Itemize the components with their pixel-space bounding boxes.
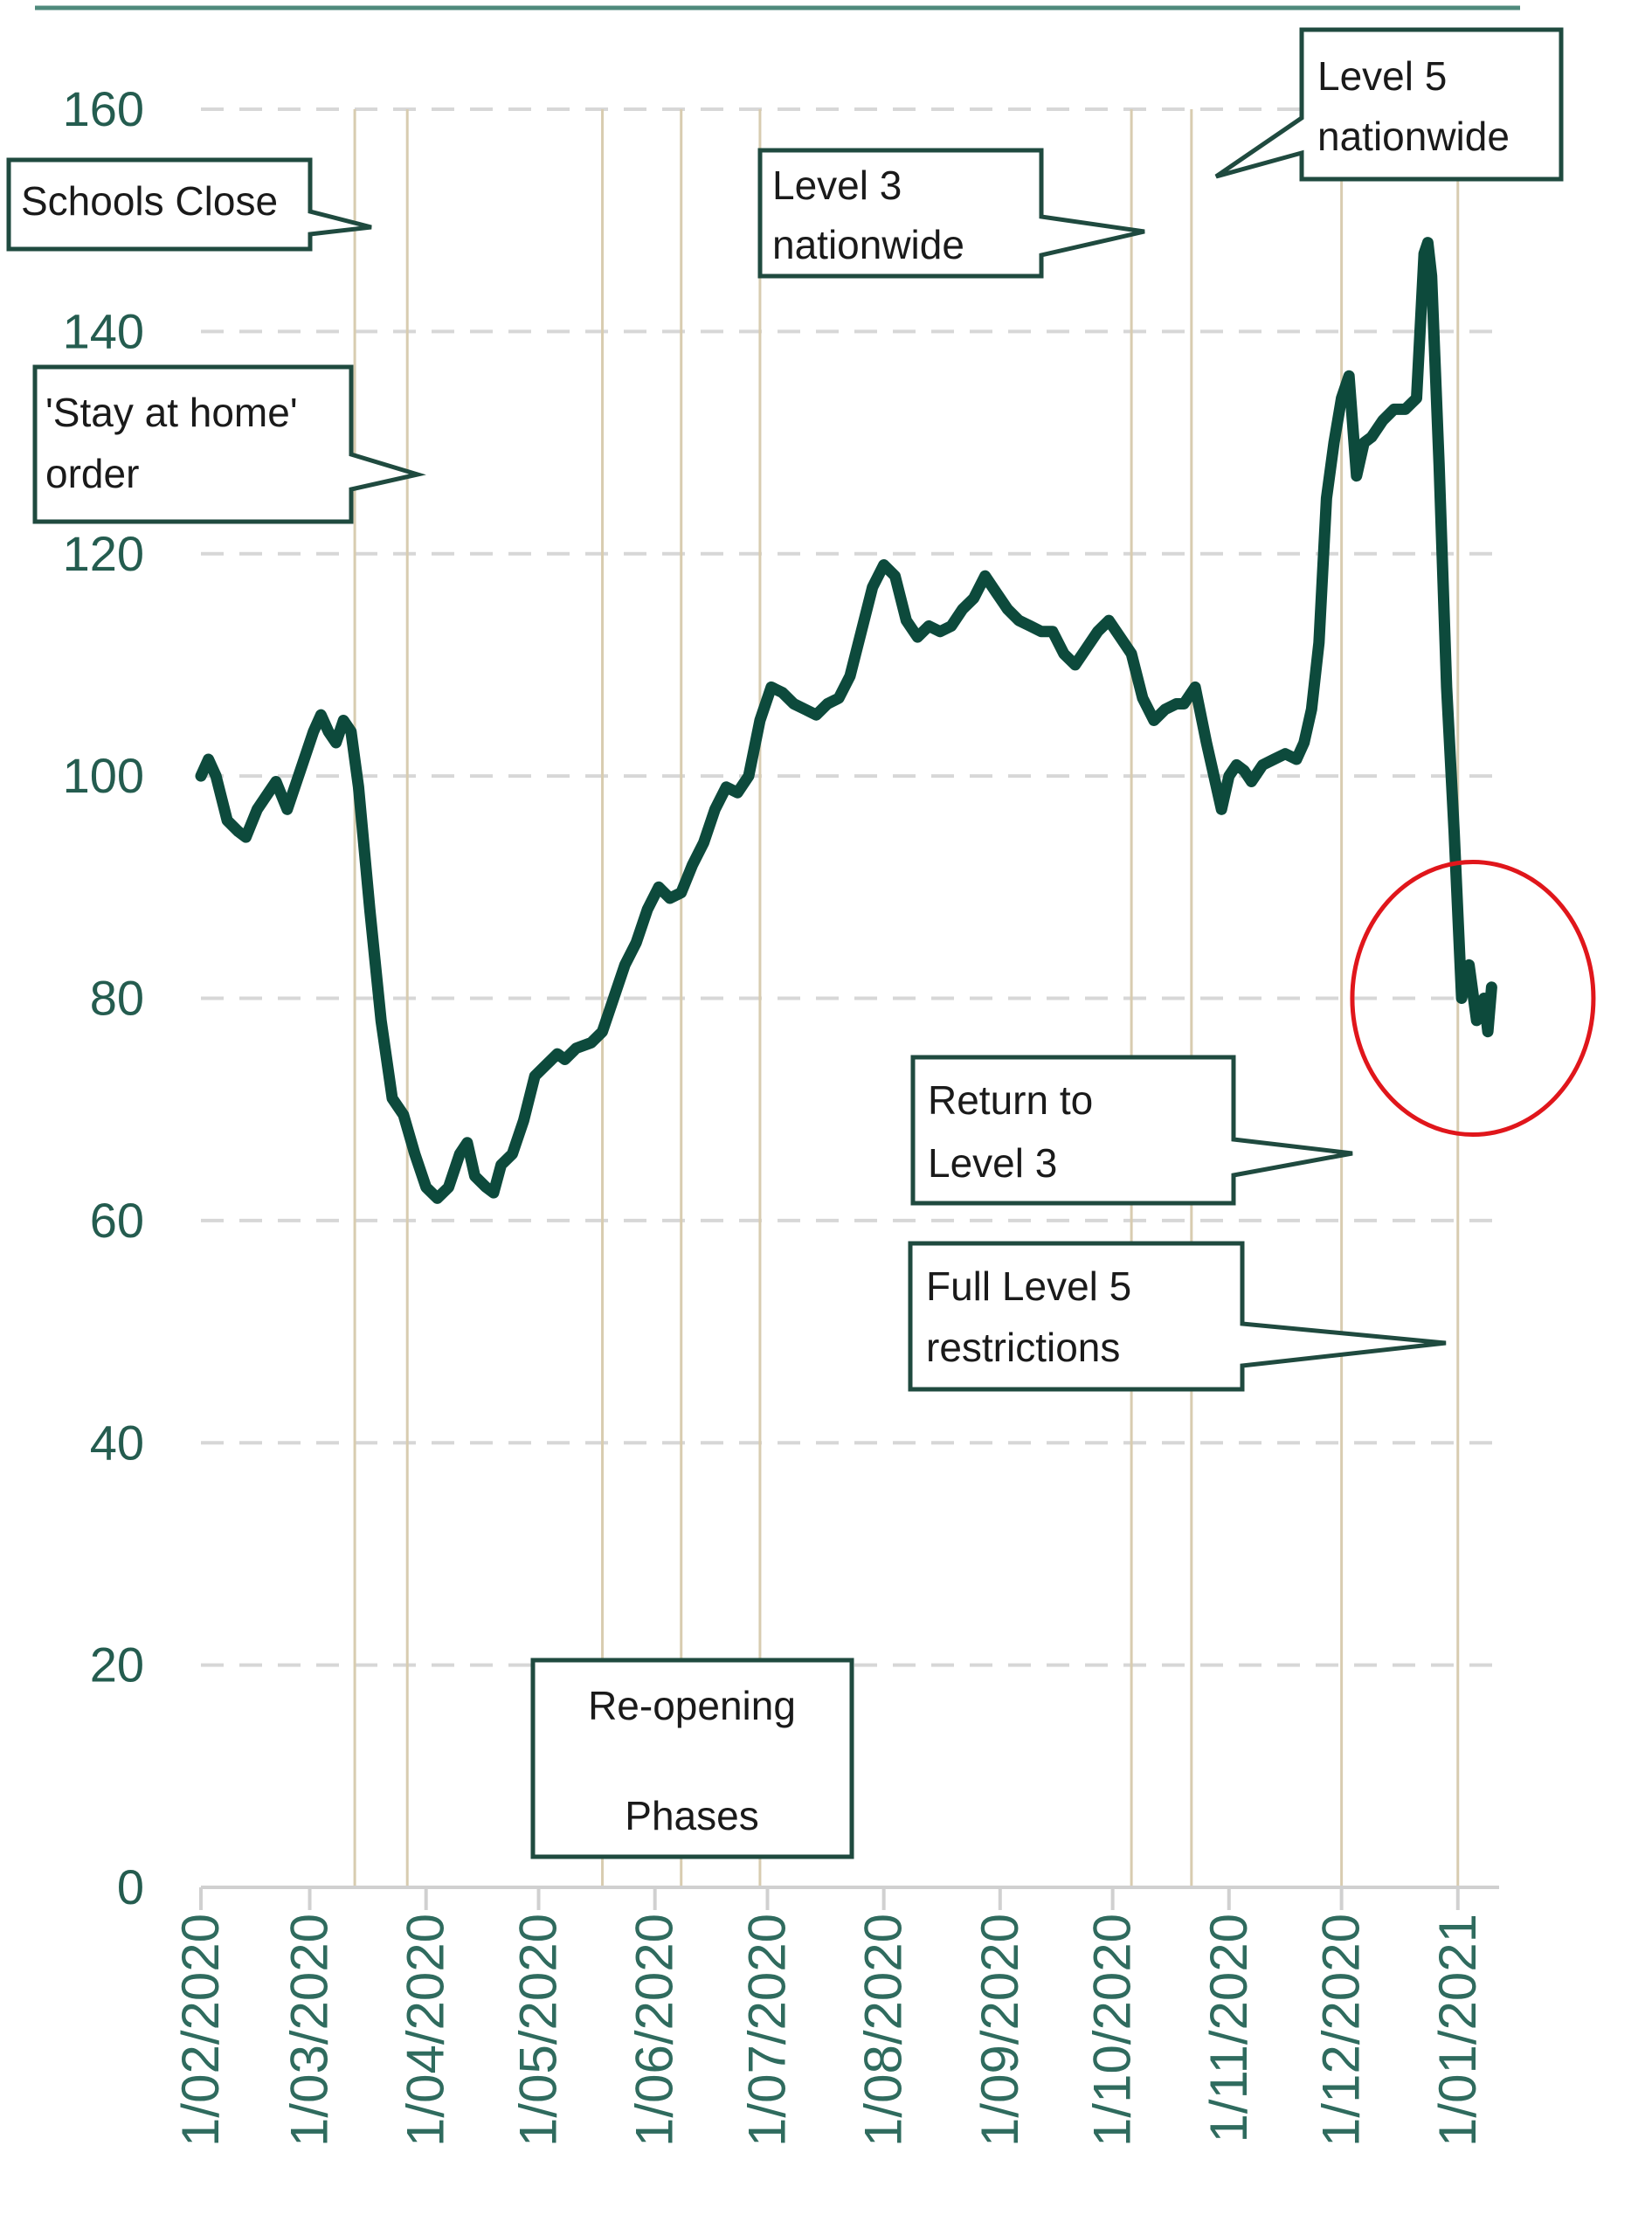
annotation-text: Level 3 xyxy=(928,1140,1057,1186)
annotation-full-level5: Full Level 5 restrictions xyxy=(908,1241,1447,1392)
annotation-return-level3: Return to Level 3 xyxy=(910,1055,1353,1206)
y-tick-label: 120 xyxy=(63,526,144,581)
annotation-level3-nationwide: Level 3 nationwide xyxy=(757,148,1145,279)
y-tick-label: 40 xyxy=(90,1415,144,1470)
y-tick-label: 100 xyxy=(63,748,144,803)
annotation-schools-close: Schools Close xyxy=(6,157,372,252)
x-tick-label: 1/02/2020 xyxy=(171,1914,230,2147)
series-line xyxy=(195,237,1497,1204)
x-tick-label: 1/03/2020 xyxy=(280,1914,339,2147)
x-tick-label: 1/06/2020 xyxy=(626,1914,684,2147)
x-tick-label: 1/07/2020 xyxy=(738,1914,797,2147)
event-lines xyxy=(353,109,1460,1887)
y-axis-ticks: 0 20 40 60 80 100 120 140 160 xyxy=(63,81,144,1914)
x-tick-label: 1/10/2020 xyxy=(1083,1914,1142,2147)
annotation-text: Level 5 xyxy=(1317,53,1447,99)
x-tick-label: 1/12/2020 xyxy=(1312,1914,1371,2147)
annotation-text: Return to xyxy=(928,1077,1093,1123)
y-tick-label: 140 xyxy=(63,303,144,358)
annotation-text: Schools Close xyxy=(21,178,278,224)
x-tick-label: 1/01/2021 xyxy=(1428,1914,1487,2147)
annotation-level5-nationwide: Level 5 nationwide xyxy=(1214,27,1564,182)
x-tick-label: 1/09/2020 xyxy=(971,1914,1029,2147)
y-tick-label: 0 xyxy=(117,1859,144,1914)
annotation-stay-at-home: 'Stay at home' order xyxy=(32,364,426,524)
x-axis-ticks: 1/02/2020 1/03/2020 1/04/2020 1/05/2020 1/06… xyxy=(171,1887,1487,2147)
annotation-text: nationwide xyxy=(1317,114,1510,159)
annotation-text: Phases xyxy=(625,1793,758,1838)
gridlines xyxy=(201,107,1499,1667)
annotation-reopening-phases: Re-opening Phases xyxy=(530,1658,854,1859)
annotation-text: order xyxy=(45,451,139,496)
y-tick-label: 60 xyxy=(90,1193,144,1248)
x-tick-label: 1/04/2020 xyxy=(397,1914,455,2147)
series-group xyxy=(195,237,1497,1204)
annotation-text: Level 3 xyxy=(772,163,902,208)
annotation-text: 'Stay at home' xyxy=(45,390,298,435)
highlight-circle xyxy=(1350,860,1596,1137)
x-tick-label: 1/05/2020 xyxy=(509,1914,568,2147)
annotation-text: Full Level 5 xyxy=(926,1263,1131,1309)
y-tick-label: 160 xyxy=(63,81,144,136)
annotation-text: nationwide xyxy=(772,222,964,267)
highlight-group xyxy=(1350,860,1596,1137)
x-tick-label: 1/08/2020 xyxy=(854,1914,913,2147)
y-tick-label: 20 xyxy=(90,1637,144,1692)
annotation-text: restrictions xyxy=(926,1325,1120,1370)
x-tick-label: 1/11/2020 xyxy=(1199,1914,1258,2142)
annotation-text: Re-opening xyxy=(588,1683,796,1728)
y-tick-label: 80 xyxy=(90,971,144,1026)
